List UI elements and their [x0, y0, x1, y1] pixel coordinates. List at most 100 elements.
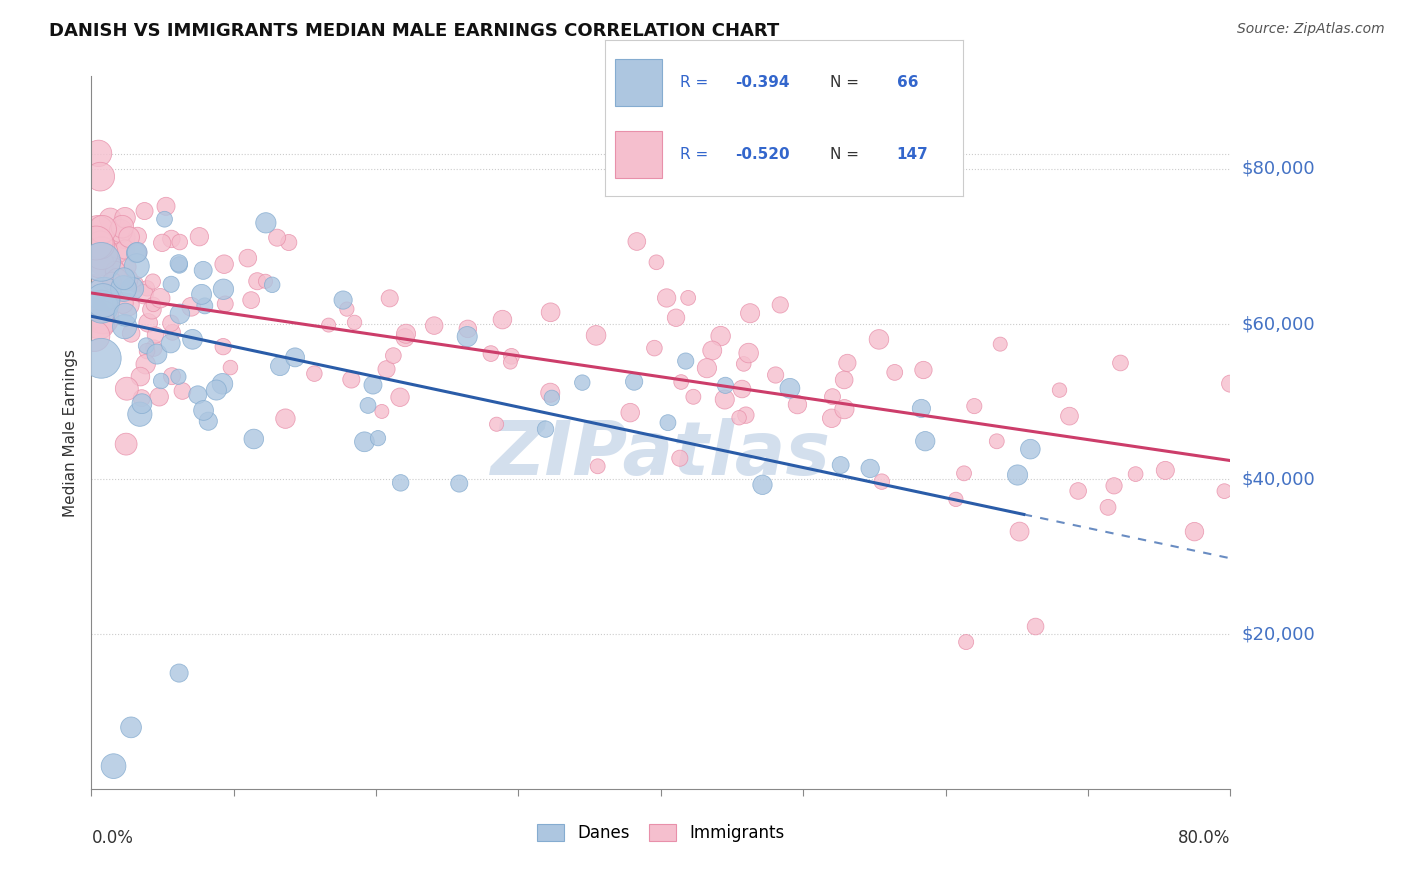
Point — [375, 362, 398, 376]
Point — [150, 374, 173, 388]
Point — [382, 349, 405, 363]
Point — [870, 475, 893, 489]
Point — [456, 329, 478, 343]
Point — [769, 298, 792, 312]
Point — [120, 326, 142, 341]
Point — [821, 411, 844, 425]
Point — [277, 235, 299, 250]
Text: ZIPatlas: ZIPatlas — [491, 417, 831, 491]
Point — [127, 245, 149, 260]
Point — [1049, 383, 1071, 397]
Text: -0.394: -0.394 — [735, 75, 790, 90]
Point — [214, 297, 236, 311]
Point — [167, 256, 190, 270]
Point — [115, 260, 138, 274]
Point — [246, 274, 269, 288]
Point — [1102, 479, 1125, 493]
Text: 80.0%: 80.0% — [1178, 829, 1230, 847]
Point — [114, 308, 136, 322]
Point — [93, 287, 115, 301]
Point — [125, 259, 148, 273]
Point — [146, 347, 169, 361]
Point — [371, 404, 394, 418]
Point — [91, 310, 114, 325]
Point — [353, 434, 375, 449]
Point — [87, 146, 110, 161]
Point — [150, 235, 173, 250]
Text: $60,000: $60,000 — [1241, 315, 1315, 333]
Point — [91, 222, 114, 236]
Point — [194, 299, 217, 313]
Point — [212, 257, 235, 271]
Point — [395, 326, 418, 341]
Point — [240, 293, 263, 307]
Point — [423, 318, 446, 333]
Point — [669, 375, 692, 389]
Point — [149, 291, 172, 305]
Point — [912, 363, 935, 377]
Point — [169, 307, 191, 321]
Point — [735, 408, 758, 422]
Point — [830, 458, 852, 472]
Text: $80,000: $80,000 — [1241, 160, 1315, 178]
Point — [491, 312, 513, 326]
Text: $20,000: $20,000 — [1241, 625, 1315, 643]
Point — [115, 273, 138, 287]
Point — [243, 432, 266, 446]
Point — [172, 384, 194, 398]
Point — [135, 357, 157, 371]
Point — [389, 475, 412, 490]
Point — [1067, 483, 1090, 498]
Point — [105, 272, 128, 286]
Point — [187, 388, 209, 402]
Point — [501, 349, 523, 363]
Point — [731, 382, 754, 396]
Text: -0.520: -0.520 — [735, 146, 790, 161]
Point — [142, 341, 165, 355]
Point — [89, 317, 111, 331]
Point — [1019, 442, 1042, 457]
Point — [682, 390, 704, 404]
Point — [740, 306, 762, 320]
Point — [394, 331, 416, 345]
Point — [169, 235, 191, 249]
Point — [710, 329, 733, 343]
Point — [675, 354, 697, 368]
Point — [160, 277, 183, 292]
Point — [101, 274, 124, 288]
Point — [336, 302, 359, 317]
Point — [832, 373, 855, 387]
Point — [193, 403, 215, 417]
Point — [361, 378, 384, 392]
Text: 0.0%: 0.0% — [91, 829, 134, 847]
Point — [643, 341, 665, 355]
Point — [190, 287, 212, 301]
Point — [120, 720, 142, 734]
Point — [160, 316, 183, 330]
Point — [180, 300, 202, 314]
Point — [127, 229, 149, 244]
Point — [134, 204, 156, 219]
Point — [135, 339, 157, 353]
Point — [945, 492, 967, 507]
Point — [212, 340, 235, 354]
Point — [499, 355, 522, 369]
Point — [167, 369, 190, 384]
Point — [90, 351, 112, 366]
Point — [713, 392, 735, 407]
Point — [585, 328, 607, 343]
Point — [714, 378, 737, 392]
Point — [117, 298, 139, 312]
Point — [212, 282, 235, 296]
Text: 66: 66 — [897, 75, 918, 90]
Legend: Danes, Immigrants: Danes, Immigrants — [530, 817, 792, 849]
Point — [254, 274, 277, 288]
Point — [160, 232, 183, 246]
Text: N =: N = — [831, 75, 865, 90]
Point — [129, 369, 152, 384]
Point — [197, 414, 219, 428]
Point — [167, 258, 190, 272]
Point — [655, 291, 678, 305]
Point — [236, 251, 259, 265]
Point — [540, 305, 562, 319]
